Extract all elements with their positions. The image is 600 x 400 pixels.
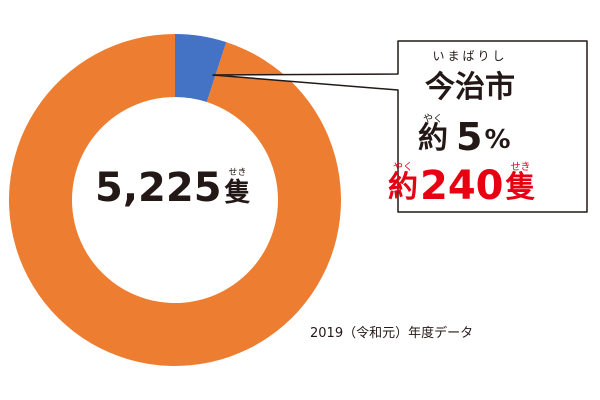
share-approx: やく 約 [418,114,448,156]
slice-other [8,34,341,367]
count-approx: やく 約 [388,162,418,206]
city-name: 今治市 [425,70,515,105]
count-unit-furigana: せき [510,162,531,173]
callout-bubble [212,40,588,213]
count-approx-kanji: 約 [388,170,418,205]
count-value: 240 [420,163,504,209]
total-unit-kanji: 隻 [224,178,251,208]
total-unit-furigana: せき [228,168,247,178]
share-unit: % [484,125,511,155]
share-value: 5 [456,115,483,159]
city-furigana: いまばりし [432,49,508,63]
total-value: 5,225 [95,165,222,211]
share-approx-kanji: 約 [418,121,448,156]
donut-slices [8,34,341,367]
data-year-note: 2019（令和元）年度データ [310,326,474,341]
total-unit: せき 隻 [224,169,251,209]
count-approx-furigana: やく [393,162,413,173]
share-line: やく 約 5 % [418,114,511,159]
slice-city [175,34,227,103]
count-unit-kanji: 隻 [505,170,536,205]
count-unit: せき 隻 [505,162,536,206]
share-approx-furigana: やく [423,114,443,125]
total-count: 5,225 せき 隻 [95,168,251,208]
count-line: やく 約 240 せき 隻 [388,162,536,209]
